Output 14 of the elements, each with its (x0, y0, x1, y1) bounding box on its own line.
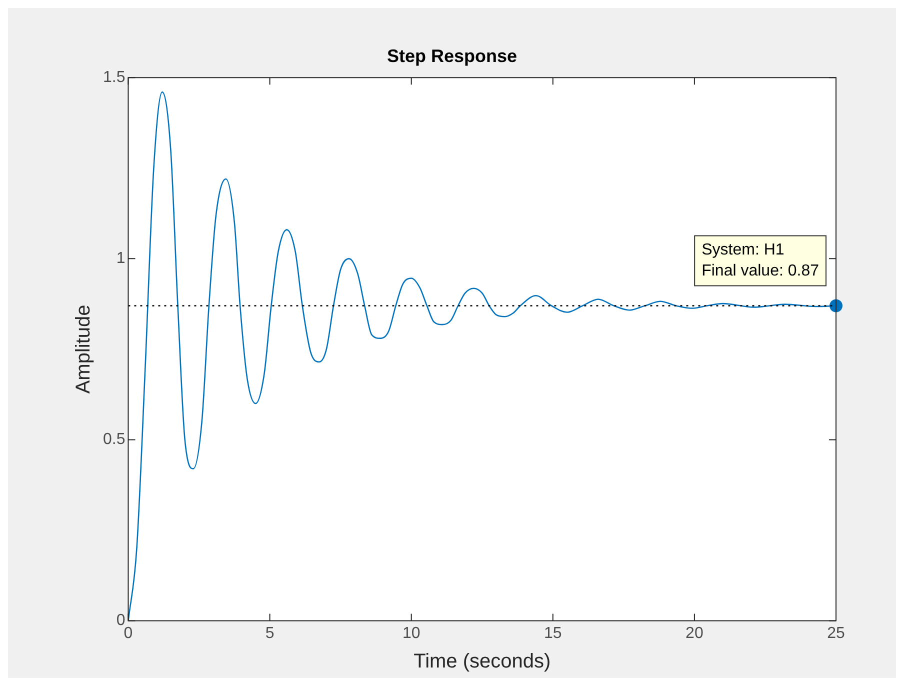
x-tick-label: 20 (686, 624, 704, 642)
annotation: Final value: 0.87 (702, 262, 820, 280)
y-tick-label: 1 (116, 250, 126, 268)
x-tick-label: 15 (544, 624, 562, 642)
y-axis-title: Amplitude (72, 304, 95, 394)
y-tick-label: 0 (116, 612, 126, 630)
annotation: System: H1 (702, 242, 784, 259)
x-tick-label: 25 (827, 624, 845, 642)
chart-title: Step Response (386, 46, 518, 66)
x-tick-label: 10 (402, 624, 420, 642)
y-tick-label: 0.5 (102, 431, 126, 448)
y-tick-label: 1.5 (102, 69, 126, 86)
x-axis-title: Time (seconds) (414, 650, 551, 673)
x-tick-label: 5 (265, 624, 274, 642)
